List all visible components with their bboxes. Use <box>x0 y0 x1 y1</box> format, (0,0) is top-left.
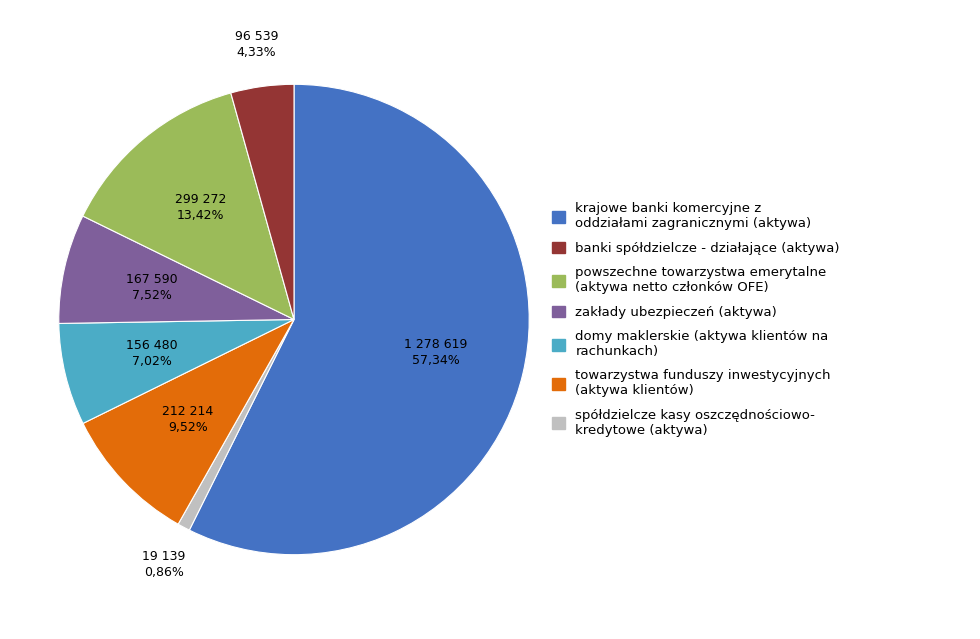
Wedge shape <box>59 216 294 323</box>
Wedge shape <box>59 320 294 424</box>
Text: 19 139
0,86%: 19 139 0,86% <box>142 550 185 579</box>
Wedge shape <box>178 320 294 530</box>
Legend: krajowe banki komercyjne z
oddziałami zagranicznymi (aktywa), banki spółdzielcze: krajowe banki komercyjne z oddziałami za… <box>548 199 844 440</box>
Text: 299 272
13,42%: 299 272 13,42% <box>175 193 226 222</box>
Text: 156 480
7,02%: 156 480 7,02% <box>126 339 178 368</box>
Text: 212 214
9,52%: 212 214 9,52% <box>163 405 214 434</box>
Text: 1 278 619
57,34%: 1 278 619 57,34% <box>405 338 467 367</box>
Wedge shape <box>83 320 294 524</box>
Text: 167 590
7,52%: 167 590 7,52% <box>125 273 177 302</box>
Wedge shape <box>82 93 294 320</box>
Text: 96 539
4,33%: 96 539 4,33% <box>234 30 278 59</box>
Wedge shape <box>189 84 529 555</box>
Wedge shape <box>231 84 294 320</box>
